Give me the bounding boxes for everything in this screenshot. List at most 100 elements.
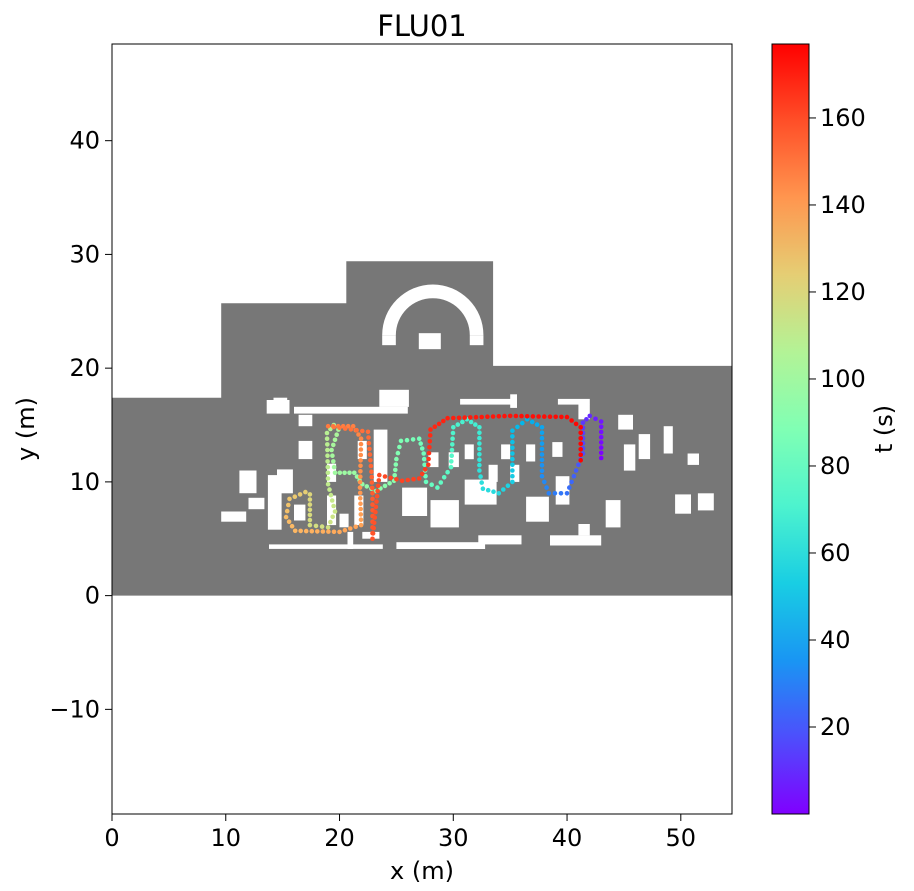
trajectory-point — [326, 529, 331, 534]
trajectory-point — [358, 512, 364, 517]
trajectory-point — [307, 517, 313, 523]
map-free-space — [294, 406, 408, 414]
trajectory-point — [376, 478, 382, 483]
trajectory-point — [367, 452, 373, 457]
colorbar-tick-label: 160 — [820, 104, 866, 132]
trajectory-point — [287, 496, 292, 502]
trajectory-point — [573, 468, 579, 473]
trajectory-point — [347, 470, 352, 476]
trajectory-point — [358, 452, 364, 458]
trajectory-point — [536, 414, 541, 419]
trajectory-point — [331, 442, 336, 448]
trajectory-point — [423, 473, 428, 479]
trajectory-point — [325, 476, 331, 481]
trajectory-point — [329, 447, 334, 453]
map-free-space — [557, 398, 590, 405]
trajectory-point — [530, 414, 536, 419]
trajectory-point — [416, 476, 422, 481]
trajectory-point — [309, 528, 315, 534]
map-free-space — [428, 452, 439, 468]
map-free-space — [327, 463, 337, 482]
trajectory-point — [449, 453, 455, 459]
map-area — [112, 261, 732, 596]
trajectory-point — [510, 468, 515, 473]
trajectory-point — [357, 490, 363, 496]
trajectory-point — [334, 432, 340, 438]
map-arch-leg — [469, 335, 484, 346]
trajectory-point — [364, 484, 370, 489]
map-free-space — [510, 394, 517, 408]
trajectory-point — [539, 425, 545, 430]
trajectory-point — [332, 470, 338, 476]
trajectory-point — [325, 423, 331, 429]
trajectory-point — [510, 451, 515, 456]
map-free-space — [402, 487, 428, 516]
trajectory-point — [365, 429, 371, 435]
map-free-space — [687, 453, 699, 465]
trajectory-point — [358, 474, 363, 480]
trajectory-point — [369, 485, 375, 491]
map-free-space — [347, 531, 354, 549]
trajectory-point — [405, 477, 411, 483]
trajectory-point — [307, 507, 313, 513]
x-tick-label: 20 — [324, 824, 355, 852]
trajectory-point — [358, 496, 363, 501]
trajectory-point — [404, 437, 410, 443]
map-free-space — [510, 464, 520, 482]
trajectory-point — [510, 445, 515, 451]
trajectory-point — [593, 416, 598, 422]
trajectory-point — [325, 442, 330, 447]
trajectory-point — [584, 417, 589, 422]
trajectory-point — [546, 491, 552, 496]
trajectory-point — [337, 529, 342, 535]
trajectory-point — [426, 450, 432, 456]
map-free-space — [697, 493, 714, 511]
trajectory-point — [354, 427, 359, 433]
map-free-space — [555, 476, 570, 505]
trajectory-point — [418, 441, 424, 446]
map-free-space — [638, 434, 651, 460]
y-axis: −10 0 10 20 30 40 — [49, 127, 112, 723]
trajectory-point — [456, 415, 462, 421]
trajectory-point — [427, 439, 433, 444]
trajectory-point — [501, 487, 506, 492]
trajectory-point — [510, 439, 515, 445]
trajectory-point — [382, 474, 388, 479]
trajectory-point — [367, 446, 372, 452]
trajectory-point — [419, 446, 425, 451]
trajectory-point — [569, 418, 574, 423]
map-free-space — [526, 496, 549, 522]
trajectory-point — [450, 436, 455, 442]
trajectory-point — [423, 479, 429, 485]
map-free-space — [578, 404, 590, 420]
trajectory-point — [510, 462, 515, 468]
trajectory-point — [375, 488, 380, 494]
trajectory-point — [477, 457, 482, 463]
trajectory-point — [373, 509, 378, 515]
trajectory-point — [332, 509, 338, 514]
trajectory-point — [507, 413, 513, 419]
trajectory-point — [578, 436, 583, 441]
trajectory-point — [394, 477, 399, 482]
trajectory-point — [479, 414, 485, 420]
trajectory-point — [370, 536, 375, 542]
trajectory-point — [354, 474, 360, 479]
plot-frame — [111, 43, 733, 815]
trajectory-point — [366, 435, 371, 440]
trajectory-point — [350, 423, 356, 429]
trajectory-point — [328, 492, 334, 498]
trajectory-point — [370, 502, 375, 507]
trajectory-point — [325, 447, 330, 453]
trajectory-point — [374, 494, 380, 499]
trajectory-point — [297, 492, 303, 497]
trajectory-point — [468, 415, 473, 420]
trajectory-point — [319, 524, 325, 529]
trajectory-point — [445, 469, 450, 475]
trajectory-point — [539, 430, 545, 436]
trajectory-point — [394, 456, 399, 462]
trajectory-point — [552, 491, 558, 496]
trajectory-point — [427, 433, 433, 438]
trajectory-point — [325, 464, 331, 470]
trajectory-point — [369, 474, 375, 480]
